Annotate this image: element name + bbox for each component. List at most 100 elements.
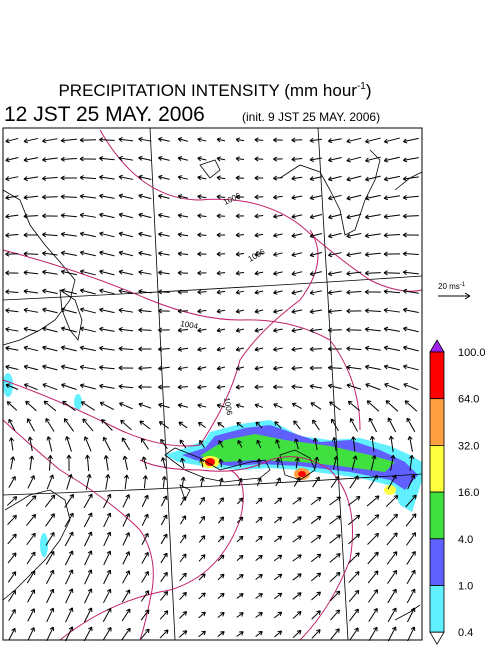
wind-arrow — [103, 550, 112, 566]
wind-arrow — [118, 307, 134, 313]
wind-arrow — [273, 137, 283, 143]
wind-arrow — [235, 308, 245, 314]
wind-arrow — [42, 307, 58, 314]
wind-arrow — [216, 232, 226, 238]
wind-arrow — [158, 384, 170, 390]
wind-arrow — [407, 626, 416, 642]
wind-arrow — [99, 212, 115, 219]
wind-arrow — [386, 513, 398, 527]
wind-arrow — [255, 630, 263, 637]
wind-arrow — [26, 513, 37, 526]
wind-arrow — [383, 214, 401, 220]
wind-arrow — [310, 534, 322, 544]
colorbar: 100.0 64.0 32.0 16.0 4.0 1.0 0.4 — [429, 339, 486, 645]
wind-arrow — [99, 288, 115, 295]
wind-arrow — [309, 346, 323, 352]
wind-arrow — [309, 290, 323, 296]
wind-arrow — [366, 514, 380, 526]
colorbar-label: 1.0 — [458, 581, 473, 593]
wind-arrow — [197, 384, 207, 390]
wind-arrow — [216, 175, 226, 181]
isobar — [59, 469, 244, 641]
wind-arrow — [99, 401, 115, 411]
wind-arrow — [237, 458, 243, 468]
wind-arrow — [291, 233, 303, 238]
wind-arrow — [216, 327, 226, 333]
wind-arrow — [197, 289, 207, 295]
wind-arrow — [177, 270, 189, 276]
wind-arrow — [217, 592, 225, 599]
wind-arrow — [179, 534, 187, 544]
wind-arrow — [42, 213, 58, 219]
wind-arrow — [402, 269, 419, 276]
wind-arrow — [118, 174, 134, 180]
wind-arrow — [254, 194, 264, 200]
wind-arrow — [216, 270, 226, 276]
wind-arrow — [402, 232, 419, 238]
wind-arrow — [160, 591, 169, 601]
wind-arrow — [235, 289, 245, 295]
coastlines — [2, 149, 423, 621]
colorbar-segment — [429, 444, 445, 493]
wind-arrow — [311, 591, 322, 601]
colorbar-segment — [429, 398, 445, 446]
wind-arrow — [291, 271, 303, 276]
wind-arrow — [406, 569, 416, 585]
wind-arrow — [45, 532, 55, 546]
wind-arrow — [387, 607, 397, 623]
wind-arrow — [327, 138, 342, 144]
wind-arrow — [346, 137, 362, 144]
wind-arrow — [387, 417, 397, 433]
wind-arrow — [177, 403, 188, 409]
wind-arrow — [328, 252, 342, 258]
wind-arrow — [27, 627, 35, 641]
wind-arrow — [327, 365, 342, 371]
wind-arrow — [346, 156, 362, 163]
wind-arrow — [99, 307, 115, 314]
wind-arrow — [5, 157, 19, 163]
wind-arrow — [218, 440, 224, 448]
wind-arrow — [364, 233, 381, 239]
wind-arrow — [79, 250, 96, 257]
wind-arrow — [254, 327, 264, 333]
wind-arrow — [275, 477, 281, 487]
precip-green — [200, 434, 395, 472]
wind-arrow — [179, 515, 187, 525]
vector-scale-label: 20 ms-1 — [438, 282, 466, 291]
wind-arrow — [60, 175, 77, 181]
wind-arrow — [158, 308, 170, 314]
wind-arrow — [43, 400, 57, 412]
wind-arrow — [177, 308, 189, 314]
wind-arrow — [406, 550, 416, 565]
wind-arrow — [25, 495, 37, 507]
wind-arrow — [5, 345, 19, 351]
wind-arrow — [273, 592, 283, 600]
wind-arrow — [346, 308, 362, 314]
wind-arrow — [42, 157, 58, 163]
colorbar-label: 0.4 — [458, 627, 473, 639]
wind-arrow — [254, 232, 264, 238]
wind-arrow — [383, 251, 401, 257]
wind-arrow — [8, 475, 16, 488]
wind-arrow — [407, 607, 416, 623]
wind-arrow — [177, 137, 188, 143]
wind-arrow — [236, 631, 244, 637]
wind-arrow — [327, 289, 342, 296]
wind-arrow — [60, 250, 77, 256]
wind-arrow — [217, 422, 225, 428]
wind-arrow — [331, 436, 337, 451]
wind-arrow — [65, 436, 72, 452]
wind-arrow — [5, 195, 19, 201]
isobar — [2, 419, 154, 641]
wind-arrow — [85, 454, 91, 471]
wind-arrow — [42, 250, 58, 256]
wind-arrow — [42, 364, 58, 371]
wind-arrow — [197, 156, 207, 162]
wind-arrow — [364, 251, 381, 257]
wind-arrow — [5, 383, 19, 390]
wind-arrow — [327, 271, 342, 277]
wind-vectors — [5, 136, 419, 642]
wind-arrow — [217, 535, 225, 543]
